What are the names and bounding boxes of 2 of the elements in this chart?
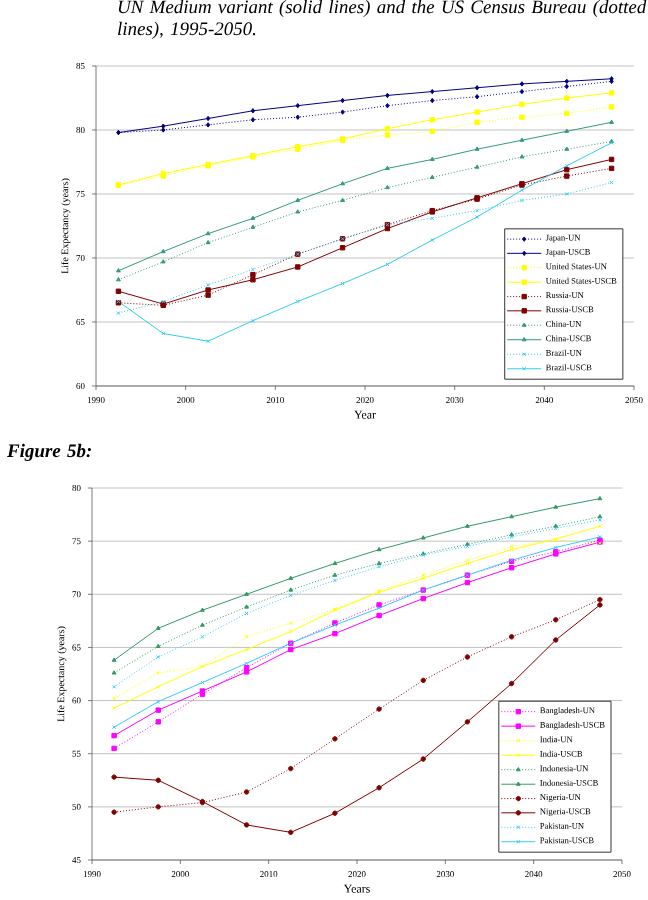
chart-title: Figure 5b: xyxy=(7,443,91,462)
chart-title: UN Medium variant (solid lines) and the US Census Bureau (dotted lines), 1995-2050. xyxy=(118,0,647,39)
